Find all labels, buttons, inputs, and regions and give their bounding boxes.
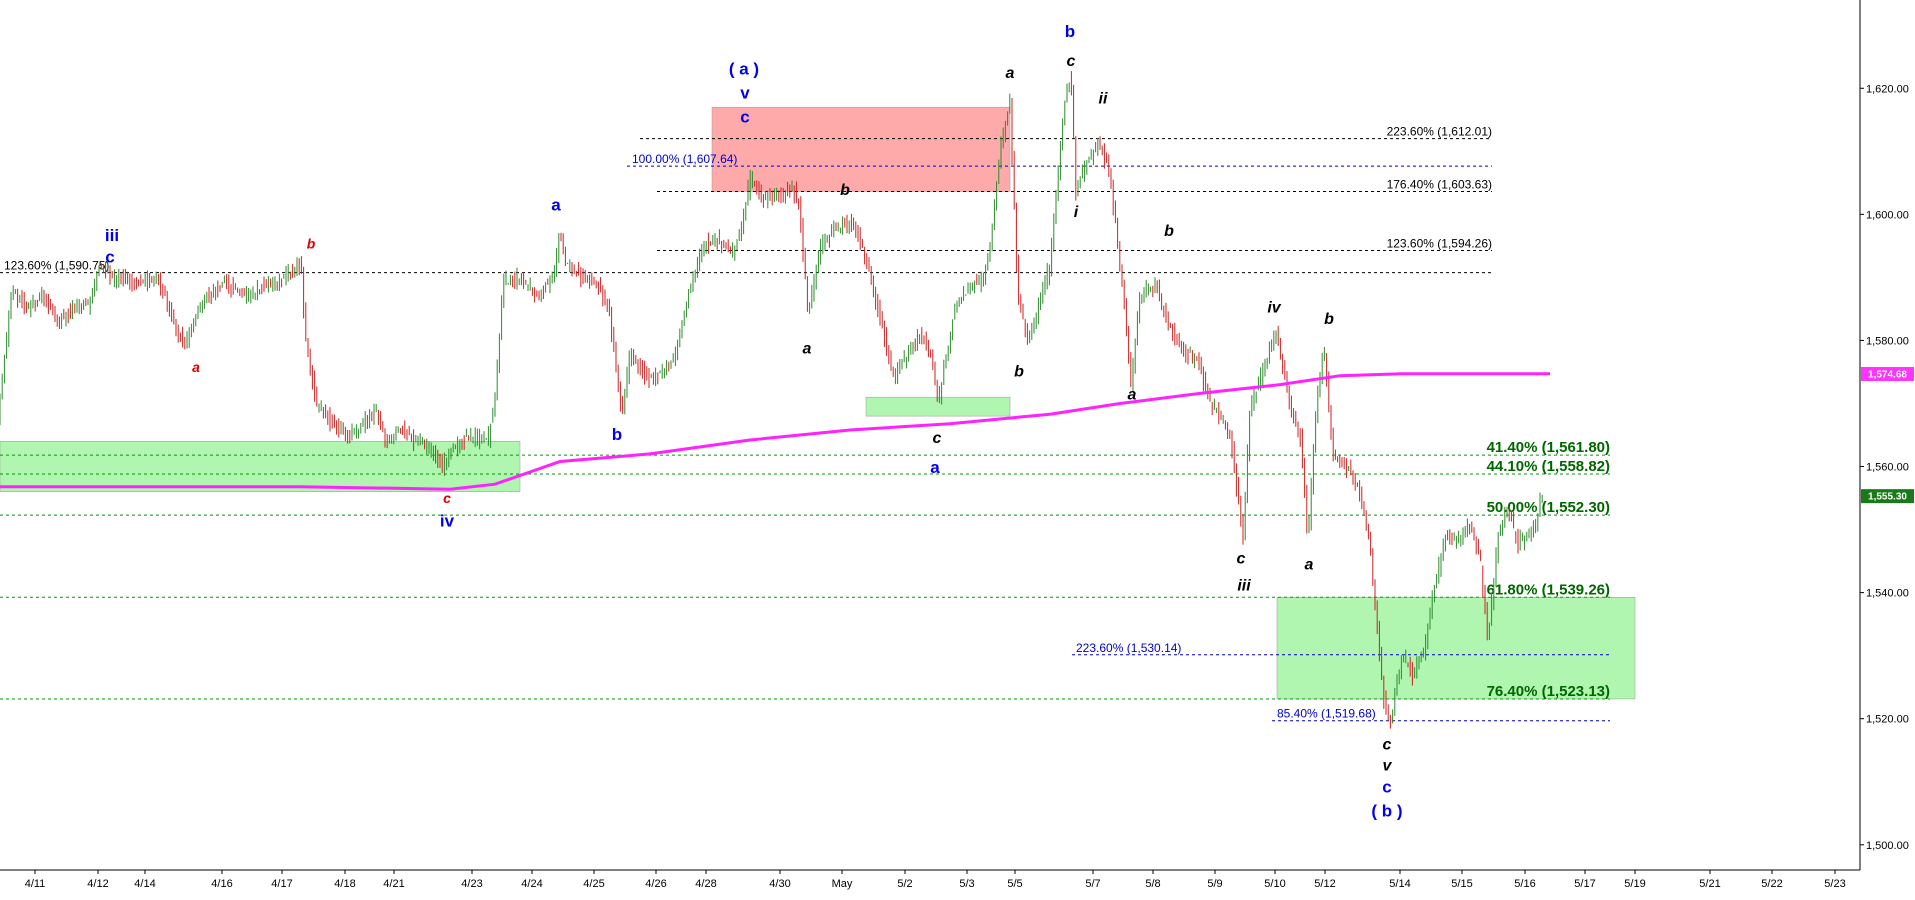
wave-label: b [1014, 363, 1024, 380]
fib-lines-layer: 223.60% (1,612.01) 100.00% (1,607.64) 176.… [0, 125, 1610, 722]
wave-label: iii [1237, 578, 1251, 595]
wave-label: c [1383, 737, 1392, 754]
x-tick-label: 4/25 [583, 878, 604, 890]
x-tick-label: 5/3 [959, 878, 974, 890]
wave-label: c [443, 490, 451, 506]
wave-label: c [1067, 53, 1076, 70]
wave-label: a [803, 341, 812, 358]
wave-label: ( a ) [729, 59, 759, 78]
x-tick-label: 5/17 [1574, 878, 1595, 890]
fib-1523-label: 76.40% (1,523.13) [1487, 683, 1610, 700]
price-layer [0, 71, 1543, 729]
moving-average-tag-label: 1,574.68 [1868, 369, 1907, 380]
wave-label: c [105, 247, 114, 266]
x-tick-label: 5/21 [1699, 878, 1720, 890]
wave-label: v [740, 83, 750, 102]
fib-1539-label: 61.80% (1,539.26) [1487, 581, 1610, 598]
wave-label: i [1074, 204, 1079, 221]
wave-label: iv [440, 511, 455, 530]
x-tick-label: 4/18 [334, 878, 355, 890]
wave-label: a [1006, 65, 1015, 82]
x-tick-label: 5/19 [1624, 878, 1645, 890]
wave-label: a [930, 458, 940, 477]
x-tick-label: 5/9 [1207, 878, 1222, 890]
wave-label: b [840, 182, 850, 199]
fib-1558-label: 44.10% (1,558.82) [1487, 458, 1610, 475]
x-tick-label: 4/23 [461, 878, 482, 890]
x-tick-label: 4/17 [271, 878, 292, 890]
x-tick-label: 5/7 [1085, 878, 1100, 890]
x-tick-label: 5/23 [1824, 878, 1845, 890]
fib-1552-label: 50.00% (1,552.30) [1487, 499, 1610, 516]
moving-average-tag [1861, 366, 1914, 381]
y-tick-label: 1,620.00 [1866, 83, 1909, 95]
red-zone [711, 106, 1011, 192]
wave-label: iii [105, 226, 119, 245]
x-tick-label: May [832, 878, 853, 890]
x-tick-label: 5/2 [897, 878, 912, 890]
last-price-tag [1861, 489, 1914, 504]
wave-label: b [1065, 22, 1075, 41]
zones-layer [0, 106, 1636, 700]
x-tick-label: 5/16 [1514, 878, 1535, 890]
fib-1607-label: 100.00% (1,607.64) [632, 152, 737, 166]
fib-1519-label: 85.40% (1,519.68) [1277, 707, 1376, 721]
x-tick-label: 4/21 [383, 878, 404, 890]
wave-label: c [1382, 777, 1391, 796]
x-tick-label: 5/15 [1451, 878, 1472, 890]
x-tick-label: 4/26 [645, 878, 666, 890]
y-tick-label: 1,520.00 [1866, 714, 1909, 726]
y-tick-label: 1,560.00 [1866, 462, 1909, 474]
wave-label: a [192, 359, 200, 375]
wave-label: iv [1267, 300, 1281, 317]
x-tick-label: 4/16 [211, 878, 232, 890]
wave-label: a [1128, 387, 1137, 404]
green-zone-mid [865, 396, 1011, 417]
x-tick-label: 5/8 [1145, 878, 1160, 890]
wave-label: b [307, 235, 316, 251]
wave-label: c [1237, 551, 1246, 568]
x-tick-label: 5/12 [1314, 878, 1335, 890]
wave-label: b [1164, 223, 1174, 240]
y-tick-label: 1,600.00 [1866, 209, 1909, 221]
fib-1612-label: 223.60% (1,612.01) [1387, 125, 1492, 139]
wave-label: ( b ) [1371, 801, 1402, 820]
last-price-tag-label: 1,555.30 [1868, 492, 1907, 503]
wave-label: a [551, 196, 561, 215]
y-tick-label: 1,580.00 [1866, 335, 1909, 347]
x-tick-label: 4/28 [695, 878, 716, 890]
fib-1594-label: 123.60% (1,594.26) [1387, 237, 1492, 251]
x-tick-label: 5/22 [1761, 878, 1782, 890]
y-tick-label: 1,500.00 [1866, 840, 1909, 852]
wave-label: a [1305, 556, 1314, 573]
y-tick-label: 1,540.00 [1866, 588, 1909, 600]
x-tick-label: 4/12 [87, 878, 108, 890]
fib-1603-label: 176.40% (1,603.63) [1387, 177, 1492, 191]
green-zone-right [1276, 597, 1636, 700]
moving-average-line [0, 372, 1550, 491]
wave-label: ii [1099, 90, 1108, 107]
x-tick-label: 4/24 [521, 878, 542, 890]
wave-label: c [933, 430, 942, 447]
wave-label: b [612, 425, 622, 444]
fib-1561-label: 41.40% (1,561.80) [1487, 439, 1610, 456]
wave-label: c [740, 107, 749, 126]
x-tick-label: 5/5 [1007, 878, 1022, 890]
x-tick-label: 4/14 [134, 878, 155, 890]
x-tick-label: 5/14 [1389, 878, 1410, 890]
x-tick-label: 4/30 [769, 878, 790, 890]
x-tick-label: 4/11 [25, 878, 46, 890]
x-tick-label: 5/10 [1264, 878, 1285, 890]
wave-label: b [1324, 311, 1334, 328]
fib-1590-label: 123.60% (1,590.75) [4, 259, 109, 273]
fib-1530-label: 223.60% (1,530.14) [1076, 641, 1181, 655]
moving-average-layer [0, 372, 1550, 491]
wave-label: v [1383, 757, 1393, 774]
